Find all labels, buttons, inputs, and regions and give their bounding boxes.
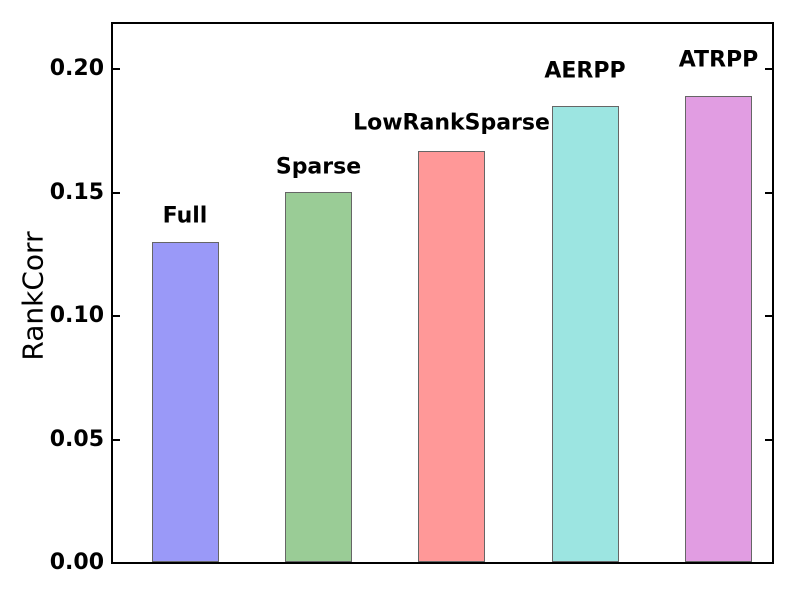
y-tick-mark-left [113,68,120,70]
plot-spine-left [111,22,113,564]
y-tick-mark-left [113,315,120,317]
y-tick-mark-left [113,562,120,564]
y-tick-mark-right [765,68,772,70]
y-tick-mark-left [113,192,120,194]
plot-spine-right [772,22,774,564]
bar-sparse [285,192,352,562]
bar-full [151,242,219,562]
bar-atrpp [685,96,752,562]
y-tick-label: 0.15 [49,180,104,205]
bar-label-atrpp: ATRPP [678,47,759,73]
y-tick-label: 0.10 [49,303,104,328]
y-tick-label: 0.20 [49,56,104,81]
y-tick-mark-left [113,439,120,441]
y-tick-mark-right [765,562,772,564]
y-tick-mark-right [765,315,772,317]
bar-label-full: Full [162,203,208,229]
y-tick-mark-right [765,439,772,441]
y-tick-label: 0.05 [49,427,104,452]
bar-label-aerpp: AERPP [544,58,626,84]
bar-aerpp [551,106,619,562]
y-tick-label: 0.00 [49,550,104,575]
plot-spine-top [111,22,774,24]
bar-label-lowranksparse: LowRankSparse [353,110,550,136]
y-axis-label: RankCorr [16,231,50,361]
y-tick-mark-right [765,192,772,194]
bar-lowranksparse [418,151,485,562]
plot-spine-bottom [111,562,774,564]
bar-label-sparse: Sparse [275,154,362,180]
